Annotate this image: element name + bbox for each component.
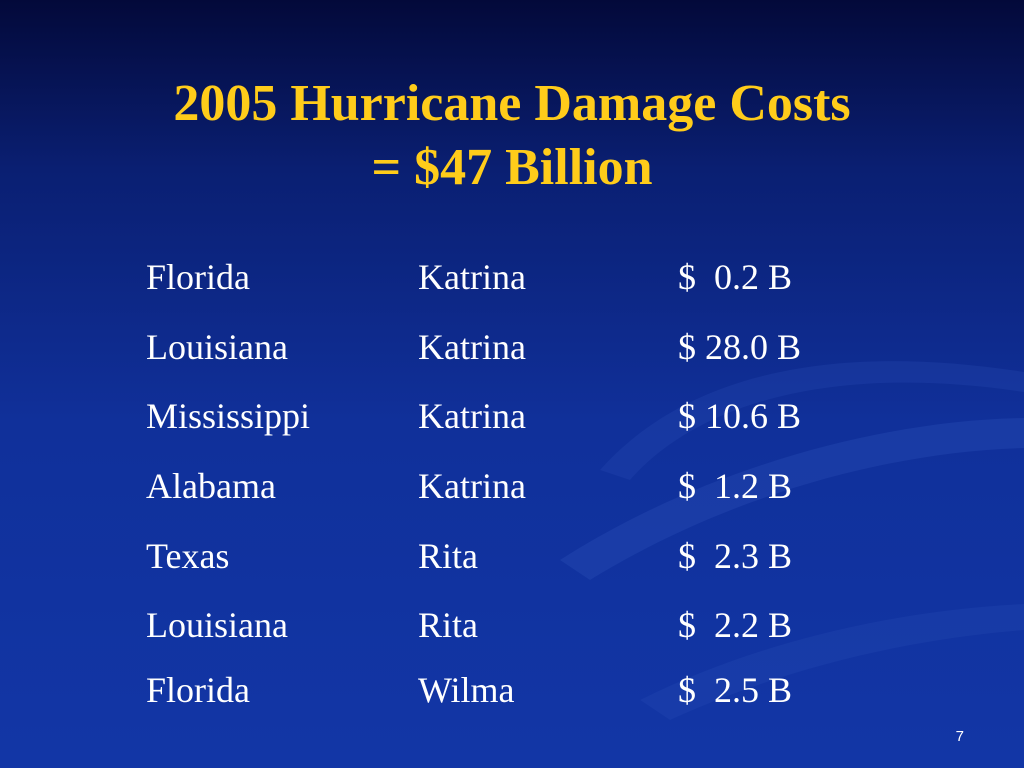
cost-cell: $ 10.6 B bbox=[678, 396, 802, 436]
table-row: Alabama Katrina $ 1.2 B bbox=[0, 460, 1024, 512]
state-cell: Louisiana bbox=[146, 605, 288, 645]
table-row: Florida Katrina $ 0.2 B bbox=[0, 251, 1024, 303]
storm-cell: Katrina bbox=[418, 396, 526, 436]
storm-cell: Katrina bbox=[418, 327, 526, 367]
storm-cell: Rita bbox=[418, 605, 478, 645]
cost-cell: $ 2.2 B bbox=[678, 605, 793, 645]
storm-cell: Katrina bbox=[418, 466, 526, 506]
state-cell: Florida bbox=[146, 670, 250, 710]
state-cell: Texas bbox=[146, 536, 230, 576]
storm-cell: Rita bbox=[418, 536, 478, 576]
table-row: Florida Wilma $ 2.5 B bbox=[0, 664, 1024, 716]
state-cell: Louisiana bbox=[146, 327, 288, 367]
table-row: Mississippi Katrina $ 10.6 B bbox=[0, 390, 1024, 442]
cost-cell: $ 1.2 B bbox=[678, 466, 793, 506]
cost-cell: $ 2.3 B bbox=[678, 536, 793, 576]
table-row: Louisiana Katrina $ 28.0 B bbox=[0, 321, 1024, 373]
state-cell: Florida bbox=[146, 257, 250, 297]
title-line-2: = $47 Billion bbox=[371, 139, 653, 196]
slide-number: 7 bbox=[955, 728, 964, 745]
cost-cell: $ 2.5 B bbox=[678, 670, 793, 710]
state-cell: Alabama bbox=[146, 466, 276, 506]
cost-cell: $ 28.0 B bbox=[678, 327, 802, 367]
storm-cell: Wilma bbox=[418, 670, 515, 710]
state-cell: Mississippi bbox=[146, 396, 311, 436]
storm-cell: Katrina bbox=[418, 257, 526, 297]
slide-title: 2005 Hurricane Damage Costs = $47 Billio… bbox=[0, 72, 1024, 200]
title-line-1: 2005 Hurricane Damage Costs bbox=[173, 75, 851, 132]
table-row: Louisiana Rita $ 2.2 B bbox=[0, 599, 1024, 651]
cost-cell: $ 0.2 B bbox=[678, 257, 793, 297]
table-row: Texas Rita $ 2.3 B bbox=[0, 530, 1024, 582]
